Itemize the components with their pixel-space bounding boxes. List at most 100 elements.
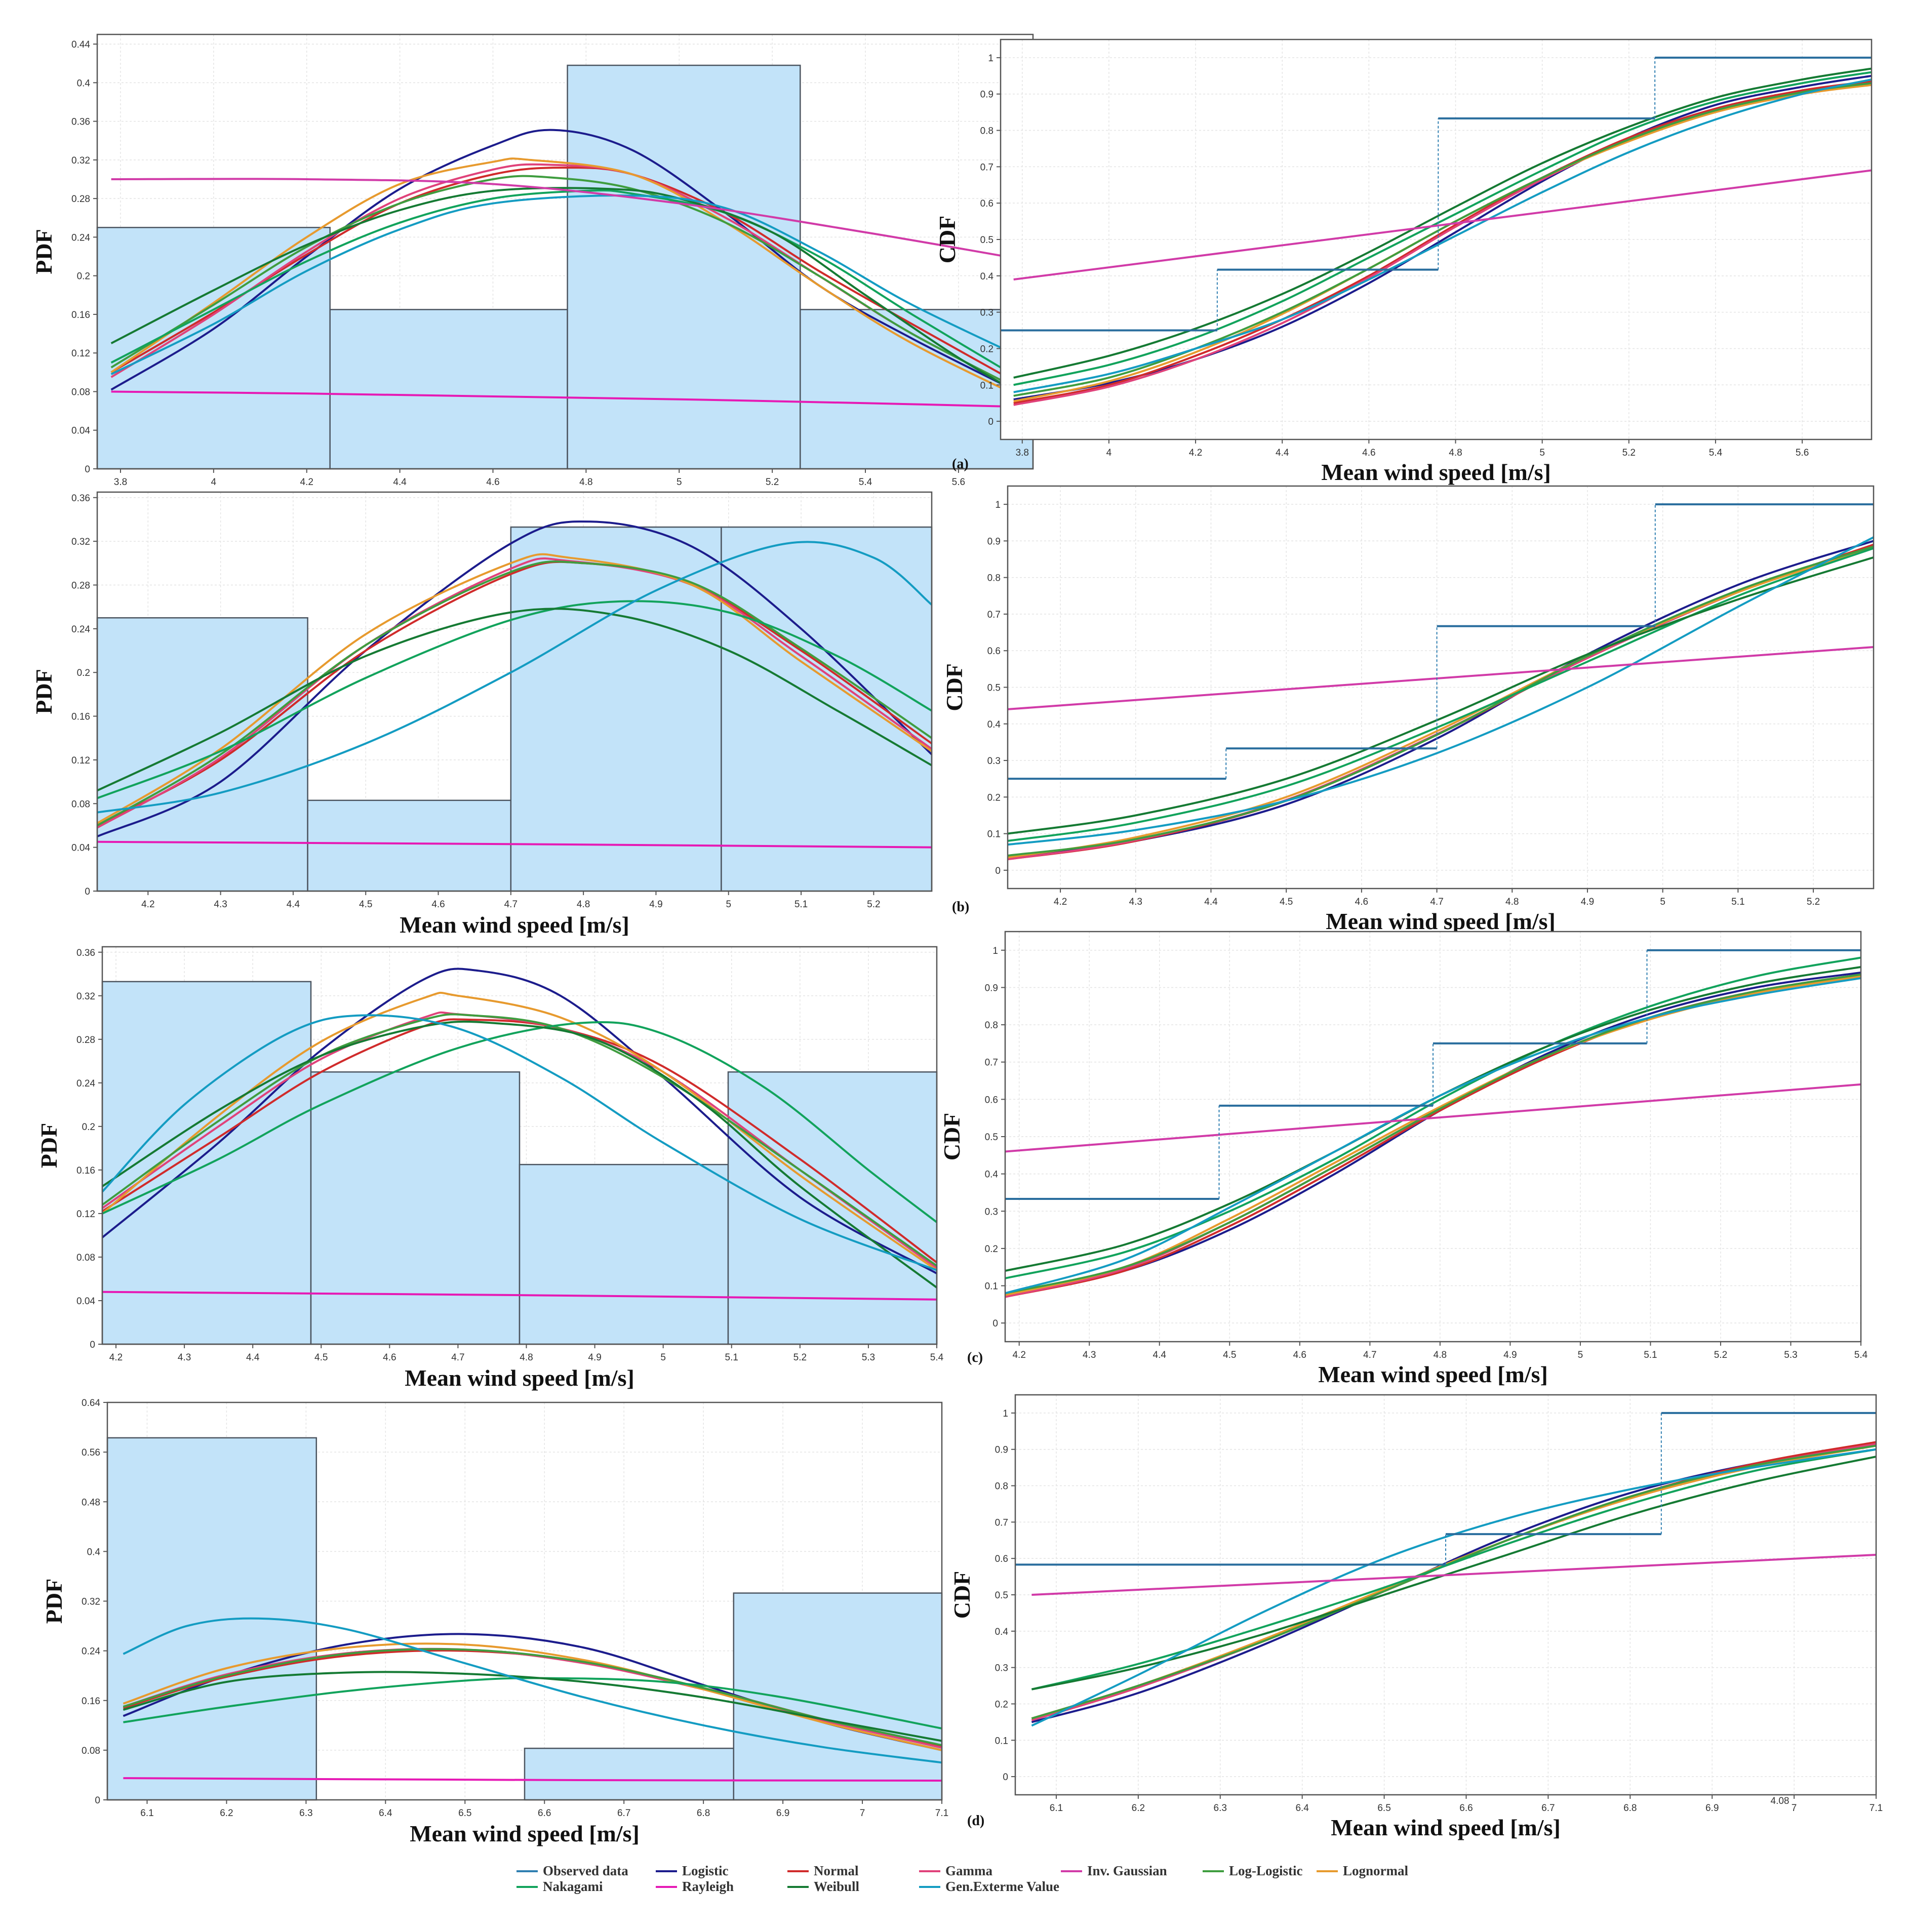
pdf-frame — [106, 1401, 943, 1801]
y-tick-label: 0.24 — [76, 1078, 95, 1089]
x-tick-label: 7 — [1792, 1803, 1797, 1814]
y-tick-label: 0.1 — [980, 380, 993, 391]
x-tick-label: 5.2 — [867, 899, 880, 910]
cdf-observed-steps — [1015, 1412, 1876, 1566]
y-tick-label: 0.24 — [82, 1646, 100, 1657]
x-tick-label: 5.1 — [725, 1352, 738, 1363]
legend-label: Observed data — [543, 1863, 628, 1878]
x-tick-label: 3.8 — [114, 477, 127, 488]
x-tick-label: 6.8 — [697, 1808, 710, 1819]
cdf-y-axis-label: CDF — [949, 1571, 975, 1619]
y-tick-label: 0 — [90, 1340, 95, 1350]
x-tick-label: 4.6 — [486, 477, 499, 488]
pdf-x-axis-label: Mean wind speed [m/s] — [410, 1821, 640, 1846]
legend-label: Logistic — [682, 1863, 729, 1878]
histogram-bars — [96, 64, 1034, 470]
y-tick-label: 0.2 — [82, 1122, 95, 1133]
cdf-chart-2: 4.2 4.3 4.4 4.5 4.6 4.7 4.8 4.9 5 5.1 5.2 5.3 5.4 0 0.… — [939, 931, 1868, 1387]
pdf-curve-normal — [97, 560, 932, 827]
y-tick-label: 0.08 — [71, 799, 90, 810]
y-tick-label: 0.8 — [987, 573, 1001, 584]
cdf-curve-weibull — [1031, 1456, 1876, 1690]
cdf-annotation: 4.08 — [1771, 1796, 1790, 1806]
pdf-chart-3: 6.1 6.2 6.3 6.4 6.5 6.6 6.7 6.8 6.9 7 7.1 0 0.08 0.16… — [41, 1398, 948, 1846]
histogram-bar — [524, 1747, 735, 1801]
y-tick-label: 0.12 — [71, 755, 90, 766]
cdf-y-axis-label: CDF — [941, 663, 967, 711]
pdf-curve-gen-exterme-value — [97, 541, 932, 814]
legend-item-observed-data: Observed data — [516, 1863, 628, 1878]
legend-label: Lognormal — [1343, 1863, 1409, 1878]
x-tick-label: 4.7 — [1363, 1350, 1376, 1360]
cdf-chart-3: 6.1 6.2 6.3 6.4 6.5 6.6 6.7 6.8 6.9 7 7.1 0 0.1 0.2 0.… — [949, 1394, 1883, 1840]
histogram-bar — [519, 1163, 729, 1345]
x-tick-label: 4.2 — [1012, 1350, 1025, 1360]
x-tick-label: 4.8 — [520, 1352, 533, 1363]
x-tick-label: 5.2 — [1622, 448, 1636, 458]
histogram-bar — [106, 1437, 317, 1801]
y-tick-label: 0.08 — [82, 1746, 100, 1756]
x-tick-label: 6.1 — [140, 1808, 153, 1819]
x-tick-label: 5 — [677, 477, 682, 488]
legend-item-nakagami: Nakagami — [516, 1879, 603, 1894]
cdf-curve-gen-exterme-value — [1005, 977, 1861, 1295]
y-tick-label: 0.6 — [985, 1095, 998, 1105]
y-tick-label: 0.2 — [987, 792, 1001, 803]
x-tick-label: 5.4 — [859, 477, 872, 488]
y-tick-label: 0.3 — [985, 1206, 998, 1217]
legend-label: Normal — [814, 1863, 859, 1878]
x-tick-label: 5 — [726, 899, 731, 910]
pdf-curve-nakagami — [97, 600, 932, 799]
x-tick-label: 6.9 — [1705, 1803, 1719, 1814]
y-tick-label: 0.32 — [71, 537, 90, 547]
x-tick-label: 4.3 — [178, 1352, 191, 1363]
cdf-curve-nakagami — [1031, 1448, 1876, 1690]
x-tick-label: 6.3 — [299, 1808, 312, 1819]
y-tick-label: 0.36 — [71, 117, 90, 128]
pdf-curve-log-logistic — [110, 175, 1033, 397]
cdf-ticks: 3.8 4 4.2 4.4 4.6 4.8 5 5.2 5.4 5.6 0 0.1 0.2 0.3 0.4 0… — [980, 53, 1809, 458]
y-tick-label: 0.36 — [76, 948, 95, 958]
y-tick-label: 0.28 — [71, 581, 90, 591]
x-tick-label: 4.8 — [1434, 1350, 1447, 1360]
x-tick-label: 4.6 — [1293, 1350, 1306, 1360]
x-tick-label: 6.6 — [538, 1808, 551, 1819]
y-tick-label: 0.9 — [980, 90, 993, 100]
cdf-frame — [1014, 1394, 1877, 1796]
y-tick-label: 0.16 — [82, 1696, 100, 1707]
x-tick-label: 4 — [211, 477, 217, 488]
x-tick-label: 4.8 — [579, 477, 592, 488]
x-tick-label: 6.2 — [220, 1808, 233, 1819]
pdf-curve-weibull — [97, 608, 932, 792]
x-tick-label: 4.6 — [383, 1352, 396, 1363]
y-tick-label: 0.5 — [980, 235, 993, 246]
pdf-curves — [110, 129, 1033, 408]
y-tick-label: 0.3 — [980, 308, 993, 318]
legend-label: Log-Logistic — [1229, 1863, 1303, 1878]
pdf-curve-logistic — [97, 520, 932, 837]
pdf-ticks: 4.2 4.3 4.4 4.5 4.6 4.7 4.8 4.9 5 5.1 5.2 0 0.04 0.08… — [71, 493, 881, 910]
pdf-curve-inv-gaussian — [111, 178, 1033, 263]
x-tick-label: 7.1 — [935, 1808, 948, 1819]
x-tick-label: 6.4 — [379, 1808, 392, 1819]
x-tick-label: 6.9 — [776, 1808, 789, 1819]
pdf-curve-weibull — [102, 1020, 937, 1289]
y-tick-label: 0.04 — [76, 1296, 95, 1307]
y-tick-label: 0 — [85, 887, 90, 897]
x-tick-label: 4.8 — [1449, 448, 1462, 458]
legend-item-lognormal: Lognormal — [1317, 1863, 1409, 1878]
histogram-bar — [510, 526, 722, 892]
pdf-chart-0: 3.8 4 4.2 4.4 4.6 4.8 5 5.2 5.4 5.6 0 0.04 0.08 0.12 0… — [31, 33, 1034, 515]
pdf-curve-rayleigh — [102, 1291, 937, 1301]
y-tick-label: 1 — [992, 946, 998, 956]
y-tick-label: 1 — [995, 500, 1001, 510]
cdf-curves — [1013, 67, 1872, 406]
y-tick-label: 0.32 — [82, 1597, 100, 1607]
y-tick-label: 0.1 — [985, 1281, 998, 1292]
histogram-bar — [310, 1071, 521, 1345]
x-tick-label: 6.2 — [1132, 1803, 1145, 1814]
x-tick-label: 5.1 — [1644, 1350, 1657, 1360]
legend-label: Gamma — [945, 1863, 992, 1878]
y-tick-label: 0.32 — [71, 155, 90, 166]
